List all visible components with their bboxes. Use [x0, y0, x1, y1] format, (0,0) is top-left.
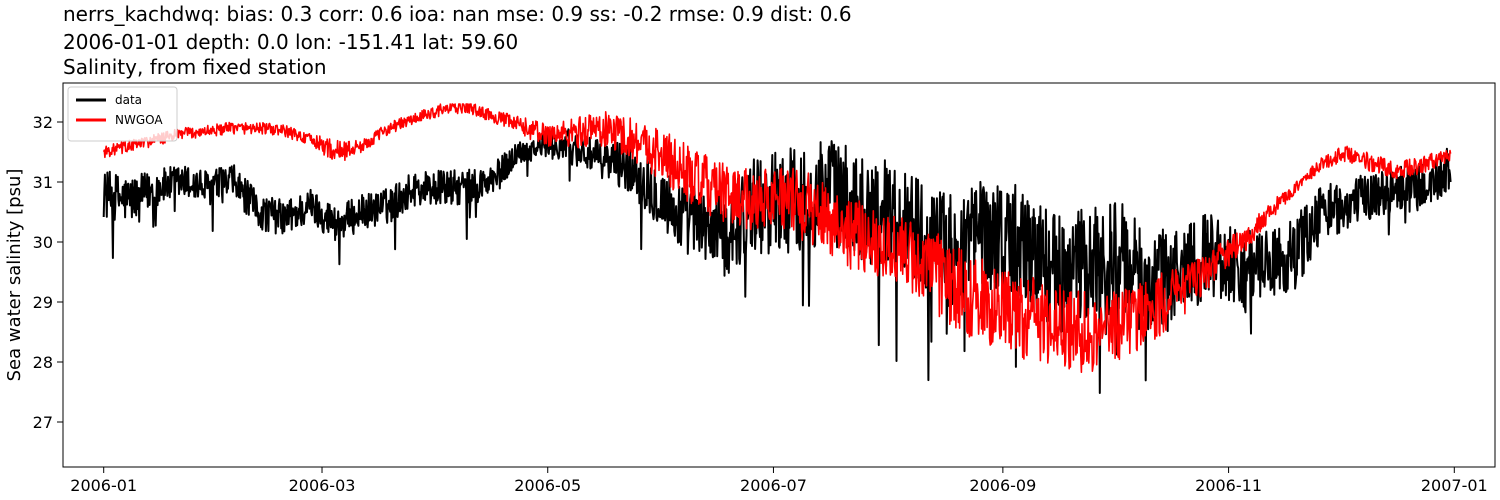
- y-axis: 27 28 29 30 31 32: [33, 113, 63, 432]
- plot-frame: [62, 82, 1496, 468]
- legend-label-data: data: [115, 93, 142, 107]
- y-tick-label: 32: [33, 113, 53, 132]
- title-line-stats: nerrs_kachdwq: bias: 0.3 corr: 0.6 ioa: …: [63, 2, 852, 26]
- x-tick-label: 2006-09: [969, 476, 1036, 495]
- legend: data NWGOA: [67, 86, 178, 142]
- x-tick-label: 2006-01: [70, 476, 137, 495]
- x-tick-label: 2007-01: [1421, 476, 1488, 495]
- y-axis-label: Sea water salinity [psu]: [4, 169, 25, 382]
- x-tick-label: 2006-05: [514, 476, 581, 495]
- y-tick-label: 28: [33, 353, 53, 372]
- series-layer: [102, 103, 1452, 394]
- chart-title: Salinity, from fixed station: [63, 55, 327, 79]
- x-tick-label: 2006-07: [740, 476, 807, 495]
- y-tick-label: 27: [33, 413, 53, 432]
- x-axis: 2006-01 2006-03 2006-05 2006-07 2006-09 2006-…: [70, 467, 1488, 495]
- y-tick-label: 30: [33, 233, 53, 252]
- series-line-nwgoa: [102, 103, 1452, 373]
- plot-area: [63, 83, 1495, 467]
- x-tick-label: 2006-03: [289, 476, 356, 495]
- y-tick-label: 31: [33, 173, 53, 192]
- series-line-data: [102, 128, 1452, 394]
- y-tick-label: 29: [33, 293, 53, 312]
- title-line-location: 2006-01-01 depth: 0.0 lon: -151.41 lat: …: [63, 30, 519, 54]
- legend-label-nwgoa: NWGOA: [115, 113, 163, 127]
- x-tick-label: 2006-11: [1195, 476, 1262, 495]
